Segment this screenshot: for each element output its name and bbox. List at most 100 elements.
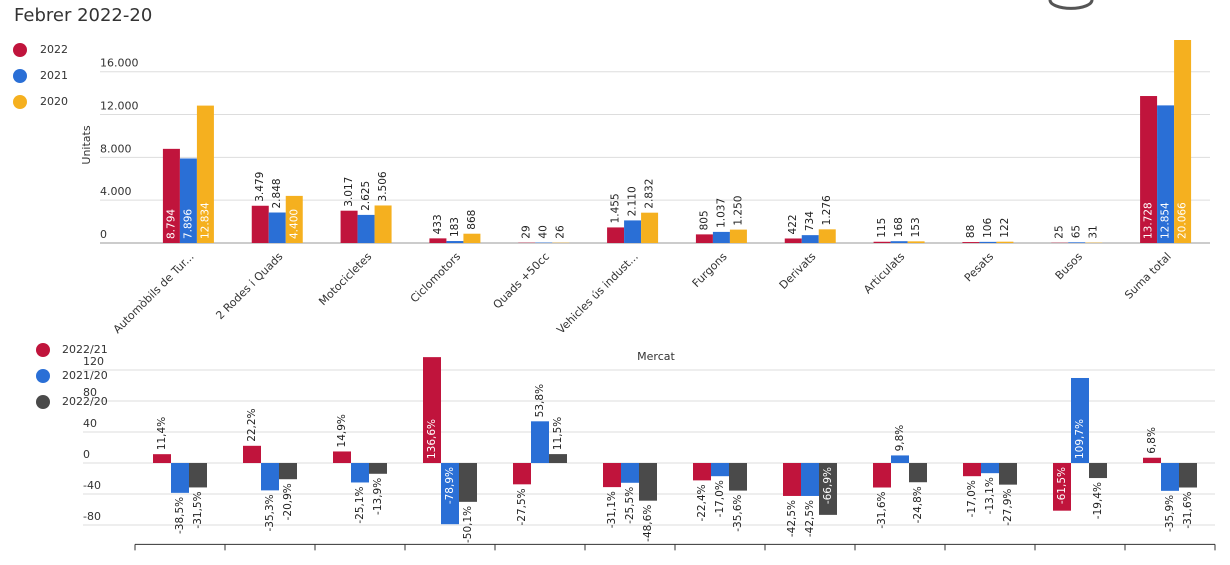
value-label: -24,8%	[912, 486, 924, 523]
value-label: 3.479	[254, 172, 266, 202]
value-label: 106	[982, 218, 994, 238]
value-label: 1.250	[732, 196, 744, 226]
value-label: 25	[1054, 225, 1066, 238]
value-label: -61,5%	[1056, 467, 1068, 504]
legend-swatch	[13, 69, 27, 83]
bar	[1140, 96, 1158, 243]
value-label: 805	[698, 210, 710, 230]
value-label: 1.455	[610, 193, 622, 223]
value-label: -20,9%	[282, 483, 294, 520]
bar	[603, 463, 621, 488]
bar	[374, 205, 392, 243]
value-label: 136,6%	[426, 419, 438, 459]
bar	[1143, 457, 1161, 464]
y-tick-label: 120	[83, 355, 104, 368]
logo-fragment	[1048, 0, 1094, 10]
value-label: 8.794	[165, 209, 177, 239]
bar	[189, 463, 207, 488]
x-tick-label: 2 Rodes i Quads	[213, 250, 285, 322]
bar	[463, 233, 481, 243]
value-label: 1.276	[821, 195, 833, 225]
bar	[801, 235, 819, 243]
value-label: 109,7%	[1074, 419, 1086, 459]
y-tick-label: 12.000	[100, 100, 139, 113]
value-label: 868	[466, 210, 478, 230]
x-tick-label: Articulats	[861, 250, 907, 296]
value-label: -38,5%	[174, 497, 186, 534]
bar	[890, 241, 908, 243]
y-tick-label: 40	[83, 417, 97, 430]
bar	[907, 241, 925, 243]
bar	[909, 463, 927, 483]
value-label: -25,5%	[624, 487, 636, 524]
value-label: 2.832	[644, 179, 656, 209]
bar	[285, 195, 303, 243]
bar	[1174, 40, 1192, 243]
value-label: -17,0%	[966, 480, 978, 517]
bar	[251, 205, 269, 243]
value-label: -13,1%	[984, 477, 996, 514]
y-tick-label: 8.000	[100, 142, 132, 155]
bars	[153, 357, 1197, 525]
value-label: 11,4%	[156, 417, 168, 450]
value-label: 6,8%	[1146, 427, 1158, 454]
value-label: 422	[787, 214, 799, 234]
y-tick-label: 0	[83, 448, 90, 461]
value-label: 88	[965, 225, 977, 238]
bar	[429, 238, 447, 243]
bar	[979, 241, 997, 243]
value-label: 31	[1088, 225, 1100, 238]
y-tick-label: 0	[100, 228, 107, 241]
bar	[357, 214, 375, 243]
bar	[441, 463, 459, 525]
value-label: 12.854	[1160, 202, 1172, 239]
y-tick-label: 16.000	[100, 57, 139, 70]
value-label: 2.625	[360, 181, 372, 211]
legend-label: 2022	[40, 43, 68, 56]
x-tick-label: Busos	[1053, 250, 1086, 283]
value-label: 433	[432, 214, 444, 234]
bar	[423, 357, 441, 464]
bar	[999, 463, 1017, 485]
bar	[693, 463, 711, 481]
bar	[818, 229, 836, 243]
bar	[446, 241, 464, 243]
x-tick-label: Derivats	[777, 250, 819, 292]
value-label: 4.400	[288, 209, 300, 239]
legend-swatch	[36, 369, 50, 383]
x-tick-label: Vehicles ús indust...	[554, 250, 640, 336]
bar	[1068, 242, 1086, 243]
legend-swatch	[13, 95, 27, 109]
bar	[243, 445, 261, 464]
value-label: -31,6%	[876, 491, 888, 528]
chart-title: Mercat	[637, 350, 675, 363]
bar	[641, 212, 659, 243]
bar	[333, 451, 351, 464]
bar	[1161, 463, 1179, 491]
y-tick-label: 80	[83, 386, 97, 399]
value-label: -27,5%	[516, 488, 528, 525]
bar	[340, 210, 358, 243]
value-label: 20.066	[1177, 202, 1189, 239]
value-label: 153	[910, 217, 922, 237]
value-label: -31,6%	[1182, 491, 1194, 528]
value-label: 53,8%	[534, 384, 546, 417]
value-label: 13.728	[1143, 202, 1155, 239]
bar	[1157, 105, 1175, 243]
value-label: -48,6%	[642, 505, 654, 542]
value-label: -31,1%	[606, 491, 618, 528]
value-label: 2.110	[627, 186, 639, 216]
legend-label: 2021/20	[62, 369, 108, 382]
bar	[549, 454, 567, 464]
bar	[279, 463, 297, 480]
bar	[873, 463, 891, 488]
bar	[459, 463, 477, 502]
bar	[1053, 463, 1071, 511]
value-label: -31,5%	[192, 491, 204, 528]
bar	[729, 229, 747, 243]
bar	[963, 463, 981, 477]
value-label: -42,5%	[804, 500, 816, 537]
value-label: -27,9%	[1002, 489, 1014, 526]
bars	[162, 40, 1192, 243]
